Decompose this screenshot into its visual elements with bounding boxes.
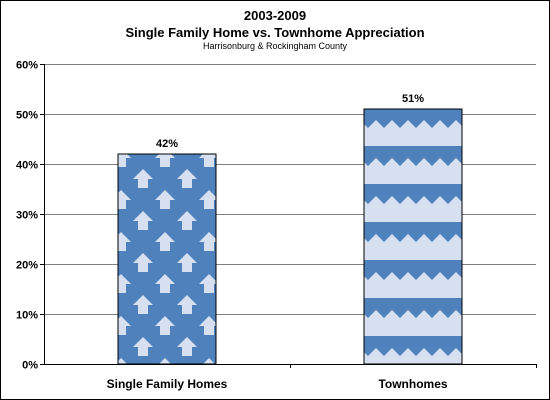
y-tick-label: 30% [16, 210, 38, 222]
y-tick-label: 50% [16, 110, 38, 122]
chart-title: 2003-2009 [243, 8, 307, 23]
y-tick-label: 40% [16, 160, 38, 172]
bar-single-family-homes [117, 153, 217, 365]
data-label: 42% [156, 138, 178, 150]
y-tick-label: 60% [16, 60, 38, 72]
y-tick-label: 10% [16, 310, 38, 322]
y-tick-label: 0% [22, 360, 38, 372]
chart-subtitle: Single Family Home vs. Townhome Apprecia… [125, 25, 425, 40]
x-category-label: Single Family Homes [107, 377, 228, 391]
category-labels: Single Family Homes Townhomes [107, 377, 448, 391]
y-tick-label: 20% [16, 260, 38, 272]
data-labels: 42% 51% [156, 93, 424, 150]
x-category-label: Townhomes [378, 377, 447, 391]
bar-townhomes [363, 108, 463, 365]
y-tick-labels: 0% 10% 20% 30% 40% 50% 60% [16, 60, 38, 372]
chart-subsubtitle: Harrisonburg & Rockingham County [202, 41, 348, 51]
bars [117, 108, 463, 365]
data-label: 51% [402, 93, 424, 105]
